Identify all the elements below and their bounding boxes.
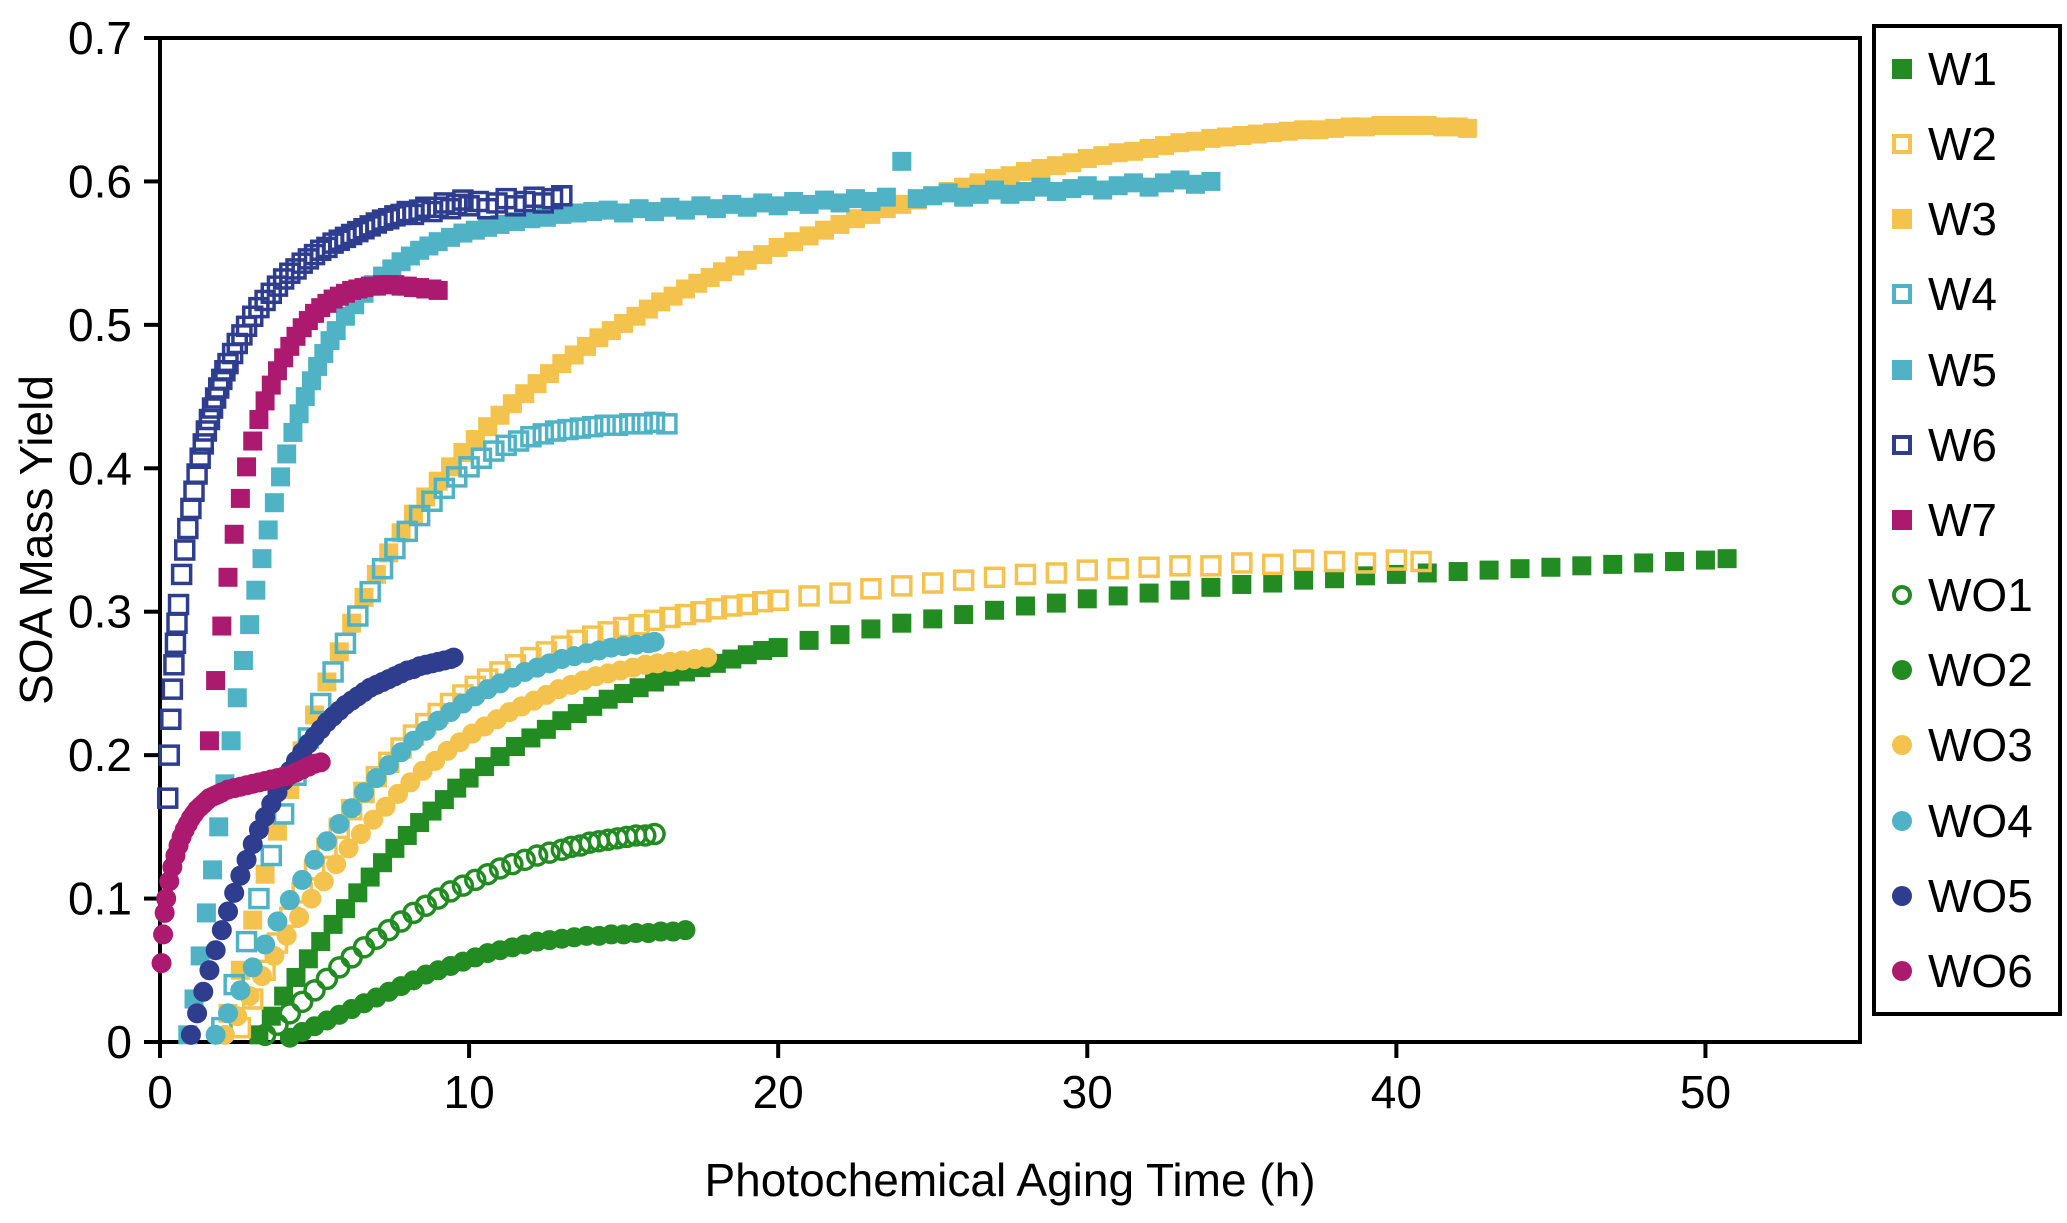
- y-tick-label: 0.1: [68, 873, 132, 925]
- y-tick-label: 0.7: [68, 12, 132, 64]
- x-axis-title: Photochemical Aging Time (h): [704, 1154, 1315, 1206]
- filled-square-marker-icon: [1892, 59, 1912, 79]
- x-tick-label: 10: [444, 1066, 495, 1118]
- legend-item-WO3: WO3: [1892, 722, 2052, 768]
- y-tick-label: 0.2: [68, 729, 132, 781]
- y-tick-label: 0.6: [68, 155, 132, 207]
- series-W1: [249, 549, 1737, 1045]
- legend: W1 W2 W3 W4 W5 W6 W7 WO1 WO2 WO3 WO4 WO5 WO6: [1872, 24, 2062, 1016]
- legend-label-W5: W5: [1928, 343, 1997, 396]
- y-tick-label: 0.5: [68, 299, 132, 351]
- legend-item-W3: W3: [1892, 196, 2052, 242]
- legend-item-WO2: WO2: [1892, 647, 2052, 693]
- legend-label-WO4: WO4: [1928, 794, 2033, 847]
- legend-label-WO1: WO1: [1928, 569, 2033, 622]
- legend-label-WO2: WO2: [1928, 644, 2033, 697]
- open-square-marker-icon: [1892, 434, 1912, 455]
- filled-circle-marker-icon: [1892, 735, 1912, 756]
- x-tick-label: 30: [1062, 1066, 1113, 1118]
- legend-item-W6: W6: [1892, 422, 2052, 468]
- x-tick-label: 20: [753, 1066, 804, 1118]
- legend-item-W7: W7: [1892, 497, 2052, 543]
- plot-area: 0 10 20 30 40 50 0 0.1 0.2 0.3 0.4 0.5 0.6 0.7: [68, 12, 1862, 1118]
- legend-label-W3: W3: [1928, 193, 1997, 246]
- filled-circle-marker-icon: [1892, 960, 1912, 981]
- x-tick-label: 50: [1680, 1066, 1731, 1118]
- legend-label-WO5: WO5: [1928, 869, 2033, 922]
- series-WO2: [279, 920, 696, 1048]
- legend-label-WO3: WO3: [1928, 719, 2033, 772]
- y-tick-label: 0: [106, 1016, 132, 1068]
- series-WO3: [214, 647, 718, 1045]
- legend-label-WO6: WO6: [1928, 944, 2033, 997]
- legend-label-W6: W6: [1928, 418, 1997, 471]
- legend-label-W7: W7: [1928, 493, 1997, 546]
- open-square-marker-icon: [1892, 134, 1912, 155]
- series-WO1: [253, 822, 666, 1047]
- legend-item-W1: W1: [1892, 46, 2052, 92]
- series-WO4: [205, 631, 665, 1045]
- plot-frame: [158, 36, 1862, 1044]
- open-circle-marker-icon: [1892, 585, 1912, 606]
- series-W2: [229, 549, 1432, 1039]
- legend-item-W4: W4: [1892, 271, 2052, 317]
- filled-circle-marker-icon: [1892, 810, 1912, 831]
- legend-item-W2: W2: [1892, 121, 2052, 167]
- legend-items: W1 W2 W3 W4 W5 W6 W7 WO1 WO2 WO3 WO4 WO5 WO6: [1876, 28, 2058, 1012]
- legend-item-WO6: WO6: [1892, 948, 2052, 994]
- legend-item-WO4: WO4: [1892, 798, 2052, 844]
- legend-item-WO1: WO1: [1892, 572, 2052, 618]
- filled-square-marker-icon: [1892, 359, 1912, 380]
- y-axis-title: SOA Mass Yield: [10, 375, 62, 705]
- filled-circle-marker-icon: [1892, 660, 1912, 681]
- open-square-marker-icon: [1892, 284, 1912, 305]
- legend-label-W2: W2: [1928, 118, 1997, 171]
- series-W6: [156, 185, 573, 809]
- series-WO6: [151, 752, 331, 974]
- x-tick-label: 40: [1371, 1066, 1422, 1118]
- legend-label-W1: W1: [1928, 43, 1997, 95]
- legend-label-W4: W4: [1928, 268, 1997, 321]
- filled-square-marker-icon: [1892, 209, 1912, 230]
- filled-circle-marker-icon: [1892, 885, 1912, 906]
- legend-item-W5: W5: [1892, 347, 2052, 393]
- y-tick-label: 0.4: [68, 442, 132, 494]
- axis-ticks: 0 10 20 30 40 50 0 0.1 0.2 0.3 0.4 0.5 0.6 0.7: [68, 12, 1731, 1118]
- series-W7: [199, 275, 448, 751]
- x-tick-label: 0: [147, 1066, 173, 1118]
- y-tick-label: 0.3: [68, 586, 132, 638]
- legend-item-WO5: WO5: [1892, 873, 2052, 919]
- series-W5: [178, 151, 1221, 1045]
- filled-square-marker-icon: [1892, 509, 1912, 530]
